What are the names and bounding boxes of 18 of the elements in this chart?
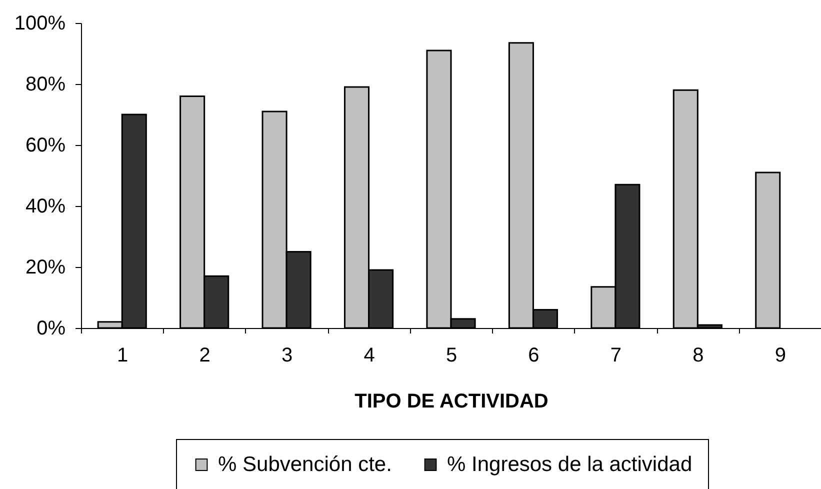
y-tick-label: 80%: [25, 74, 66, 96]
x-tick-label: 6: [528, 344, 540, 366]
x-axis-title: TIPO DE ACTIVIDAD: [354, 390, 548, 412]
y-tick-label: 100%: [14, 12, 66, 34]
legend-label: % Subvención cte.: [218, 452, 392, 476]
x-tick-label: 4: [364, 344, 375, 366]
x-tick-label: 7: [610, 344, 622, 366]
x-tick-label: 5: [446, 344, 458, 366]
y-tick-label: 20%: [25, 256, 66, 278]
y-tick-label: 40%: [25, 196, 66, 218]
y-tick-label: 60%: [25, 134, 66, 156]
x-tick-label: 8: [692, 344, 704, 366]
x-tick-label: 2: [199, 344, 210, 366]
x-tick-label: 3: [281, 344, 293, 366]
legend-label: % Ingresos de la actividad: [447, 452, 692, 476]
x-tick-label: 9: [774, 344, 786, 366]
x-tick-label: 1: [117, 344, 128, 366]
y-tick-label: 0%: [36, 318, 66, 340]
